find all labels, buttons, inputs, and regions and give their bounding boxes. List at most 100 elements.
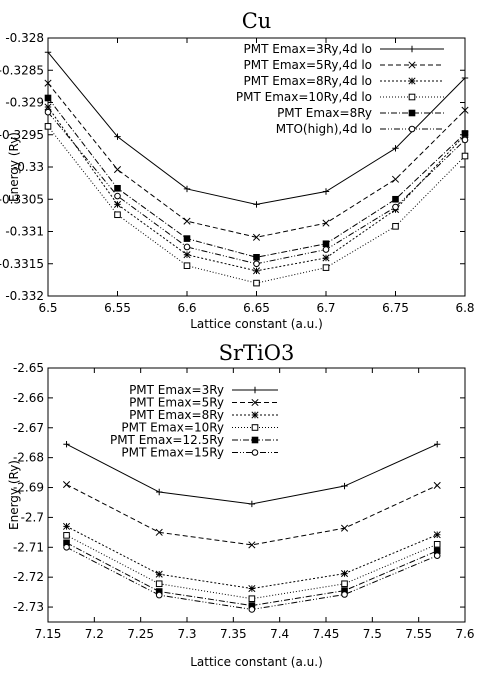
cu-legend-entry: PMT Emax=8Ry	[277, 106, 372, 120]
srtio3-y-tick-label: -2.67	[13, 421, 44, 435]
cu-data-point	[183, 243, 191, 251]
srtio3-x-tick-label: 7.2	[85, 627, 104, 641]
srtio3-legend-marker	[251, 398, 259, 407]
cu-data-point	[322, 254, 330, 262]
srtio3-y-tick-label: -2.69	[13, 481, 44, 495]
cu-y-tick-label: -0.33	[13, 160, 44, 174]
srtio3-data-point	[248, 584, 256, 593]
cu-series-line	[47, 106, 466, 272]
srtio3-legend-entry: PMT Emax=3Ry	[129, 383, 224, 397]
srtio3-legend-marker	[251, 436, 259, 444]
cu-data-point	[392, 195, 399, 203]
cu-legend-entry: PMT Emax=10Ry,4d lo	[236, 90, 372, 104]
cu-chart-title: Cu	[242, 9, 272, 33]
cu-data-point	[44, 108, 52, 116]
cu-x-tick-label: 6.6	[177, 301, 196, 315]
cu-data-point	[44, 48, 52, 56]
srtio3-data-point	[248, 595, 256, 602]
cu-data-point	[114, 211, 121, 219]
cu-data-point	[183, 235, 191, 242]
cu-data-point	[322, 188, 330, 195]
srtio3-y-tick-label: -2.71	[13, 540, 44, 554]
cu-data-point	[322, 219, 330, 227]
srtio3-y-tick-label: -2.7	[21, 510, 44, 524]
srtio3-data-point	[248, 541, 256, 549]
cu-series-4	[44, 123, 469, 287]
srtio3-series-4	[63, 532, 441, 602]
cu-series-line	[47, 111, 466, 265]
cu-legend-entry: MTO(high),4d lo	[276, 122, 372, 136]
cu-series-3	[44, 103, 469, 275]
cu-y-tick-label: -0.329	[5, 96, 44, 110]
srtio3-data-point	[341, 591, 348, 598]
cu-x-tick-label: 6.7	[316, 301, 335, 315]
cu-x-axis-label: Lattice constant (a.u.)	[190, 317, 323, 331]
srtio3-chart-title: SrTiO3	[219, 341, 295, 365]
srtio3-series-6	[63, 543, 441, 613]
cu-data-point	[461, 74, 469, 82]
cu-data-point	[252, 267, 261, 275]
srtio3-data-point	[155, 528, 163, 536]
srtio3-data-point	[434, 441, 441, 448]
cu-legend-marker	[408, 125, 416, 133]
cu-y-tick-label: -0.3305	[0, 192, 44, 206]
cu-data-point	[114, 133, 121, 140]
srtio3-legend-entry: PMT Emax=8Ry	[129, 408, 224, 422]
cu-chart: Cu 6.5 6.55 6.6 6.65 6.7 6.75 6.8 -0.328 -0.3285 -…	[0, 9, 475, 331]
srtio3-data-point	[248, 500, 256, 508]
cu-series-5	[44, 94, 469, 261]
cu-x-tick-label: 6.5	[38, 301, 57, 315]
cu-data-point	[322, 246, 330, 253]
srtio3-data-point	[433, 481, 441, 489]
srtio3-legend-entry: PMT Emax=10Ry	[121, 421, 224, 435]
cu-data-point	[114, 184, 121, 192]
srtio3-legend-marker	[251, 449, 259, 456]
cu-y-tick-label: -0.328	[5, 31, 44, 45]
cu-data-point	[253, 201, 260, 208]
cu-series-1	[44, 48, 469, 208]
srtio3-legend-marker	[251, 386, 259, 394]
cu-y-tick-label: -0.3315	[0, 257, 44, 271]
srtio3-y-tick-label: -2.73	[13, 600, 44, 614]
srtio3-data-point	[341, 482, 348, 490]
srtio3-series-3	[62, 522, 441, 593]
srtio3-data-point	[340, 570, 349, 578]
srtio3-data-point	[341, 580, 348, 588]
cu-data-point	[114, 192, 121, 200]
srtio3-data-point	[62, 480, 71, 489]
srtio3-data-point	[433, 541, 441, 548]
srtio3-y-axis-label: Energy (Ry)	[7, 460, 21, 530]
cu-data-point	[252, 233, 261, 241]
cu-data-point	[461, 106, 469, 114]
srtio3-x-tick-label: 7.55	[405, 627, 432, 641]
cu-data-point	[183, 217, 191, 225]
cu-data-point	[113, 200, 122, 208]
srtio3-y-tick-label: -2.72	[13, 570, 44, 584]
cu-data-point	[44, 94, 52, 102]
srtio3-y-tick-label: -2.66	[13, 391, 44, 405]
cu-x-tick-label: 6.55	[104, 301, 131, 315]
cu-data-point	[461, 130, 469, 137]
srtio3-x-tick-label: 7.15	[35, 627, 62, 641]
srtio3-y-tick-label: -2.68	[13, 451, 44, 465]
cu-data-point	[113, 166, 122, 174]
cu-data-point	[183, 185, 191, 193]
cu-data-point	[392, 145, 399, 152]
cu-data-point	[392, 223, 399, 230]
cu-legend-entry: PMT Emax=3Ry,4d lo	[244, 42, 373, 56]
srtio3-x-tick-label: 7.5	[363, 627, 382, 641]
cu-data-point	[461, 136, 469, 144]
cu-legend-entry: PMT Emax=5Ry,4d lo	[244, 58, 373, 72]
cu-data-point	[44, 79, 52, 87]
srtio3-data-point	[156, 488, 163, 496]
srtio3-data-point	[155, 580, 163, 588]
cu-y-tick-label: -0.3285	[0, 63, 44, 77]
srtio3-chart: SrTiO3 7.15 7.2 7.25 7.3 7.35 7.4 7.45 7.5 7.55 7.…	[7, 341, 475, 669]
srtio3-y-tick-label: -2.65	[13, 361, 44, 375]
srtio3-legend-marker	[251, 424, 259, 431]
srtio3-legend-entry: PMT Emax=15Ry	[121, 446, 224, 460]
cu-data-point	[322, 264, 330, 271]
srtio3-series-5	[63, 539, 441, 609]
cu-data-point	[44, 123, 52, 130]
cu-series-line	[47, 82, 466, 238]
